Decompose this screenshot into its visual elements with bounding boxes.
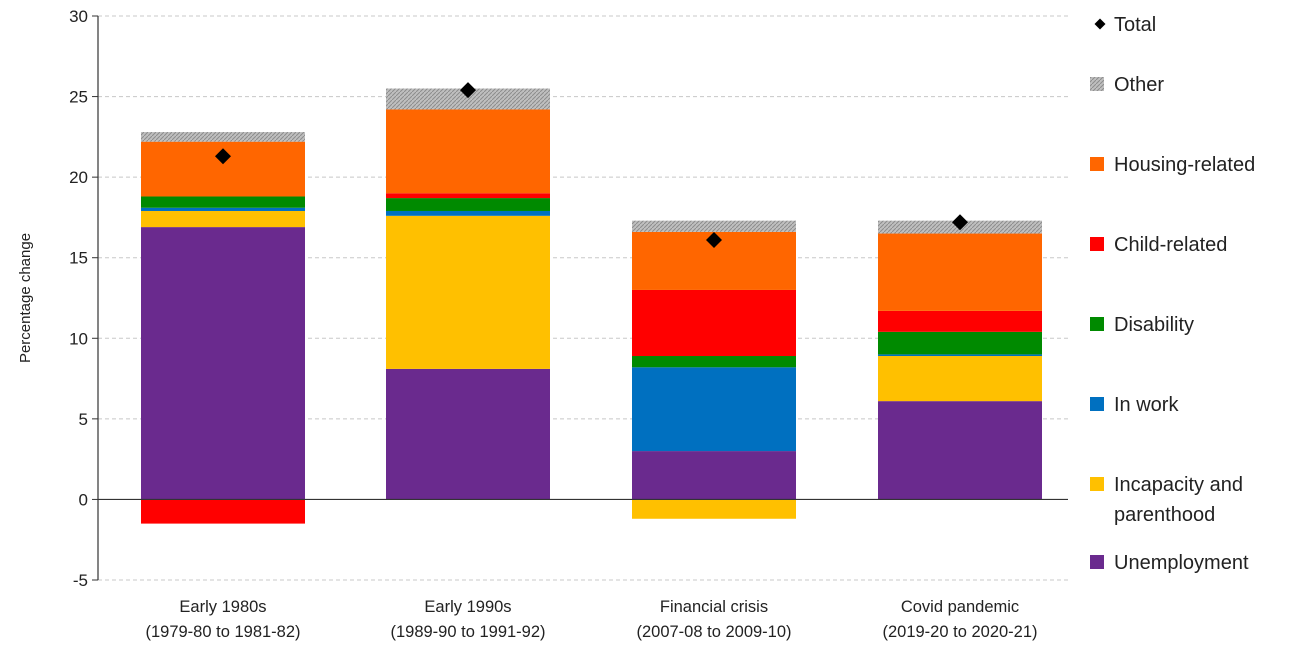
legend-swatch-unemployment [1090,555,1104,569]
x-category-label: (1989-90 to 1991-92) [390,623,545,641]
y-tick-label: 25 [69,88,88,107]
y-tick-label: 10 [69,329,88,348]
legend-swatch-incapacity-and-parenthood [1090,477,1104,491]
y-tick-label: 20 [69,168,88,187]
legend-label-housing-related: Housing-related [1114,154,1255,176]
x-category-label: Covid pandemic [901,598,1019,616]
bar-segment-incapacity-and-parenthood-financial-crisis [632,499,796,518]
total-markers [215,82,968,248]
bar-segment-in-work-financial-crisis [632,367,796,451]
legend-label-in-work: In work [1114,394,1179,416]
x-category-label: Early 1990s [424,598,511,616]
bar-segment-disability-early-1990s [386,198,550,211]
bar-segment-incapacity-and-parenthood-early-1990s [386,216,550,369]
bar-segment-unemployment-early-1980s [141,227,305,499]
x-category-label: (2019-20 to 2020-21) [882,623,1037,641]
legend-swatch-in-work [1090,397,1104,411]
legend-label-unemployment: Unemployment [1114,552,1249,574]
legend-swatch-disability [1090,317,1104,331]
bars [141,89,1042,524]
bar-segment-other-early-1980s [141,132,305,142]
bar-segment-housing-related-covid-pandemic [878,234,1042,311]
y-tick-label: 15 [69,249,88,268]
y-tick-label: 0 [79,490,88,509]
y-tick-label: -5 [73,571,88,590]
legend-label-other: Other [1114,74,1164,96]
y-tick-label: 5 [79,410,88,429]
legend-marker-total [1095,19,1106,30]
legend-label-incapacity-and-parenthood: Incapacity and [1114,474,1243,496]
legend-label-total: Total [1114,14,1156,36]
y-tick-label: 30 [69,7,88,26]
x-category-label: (1979-80 to 1981-82) [145,623,300,641]
legend-label-disability: Disability [1114,314,1194,336]
legend-swatch-housing-related [1090,157,1104,171]
bar-segment-child-related-early-1980s [141,499,305,523]
x-category-label: Early 1980s [179,598,266,616]
bar-segment-unemployment-covid-pandemic [878,401,1042,499]
legend-label-incapacity-and-parenthood: parenthood [1114,504,1215,526]
legend-label-child-related: Child-related [1114,234,1227,256]
bar-segment-in-work-early-1980s [141,208,305,211]
bar-segment-housing-related-early-1990s [386,109,550,193]
legend-swatch-child-related [1090,237,1104,251]
bar-segment-child-related-covid-pandemic [878,311,1042,332]
bar-segment-disability-financial-crisis [632,356,796,367]
legend-swatch-other [1090,77,1104,91]
bar-segment-unemployment-early-1990s [386,369,550,500]
x-category-label: Financial crisis [660,598,768,616]
bar-segment-in-work-covid-pandemic [878,354,1042,356]
y-axis-title: Percentage change [17,233,34,363]
bar-segment-disability-covid-pandemic [878,332,1042,355]
bar-segment-child-related-early-1990s [386,193,550,198]
bar-segment-incapacity-and-parenthood-early-1980s [141,211,305,227]
bar-segment-in-work-early-1990s [386,211,550,216]
bar-segment-unemployment-financial-crisis [632,451,796,499]
bar-segment-child-related-financial-crisis [632,290,796,356]
bar-segment-other-financial-crisis [632,221,796,232]
legend: Total Other Housing-related Child-related Di… [1090,14,1255,574]
x-category-label: (2007-08 to 2009-10) [636,623,791,641]
bar-segment-disability-early-1980s [141,196,305,207]
bar-segment-incapacity-and-parenthood-covid-pandemic [878,356,1042,401]
